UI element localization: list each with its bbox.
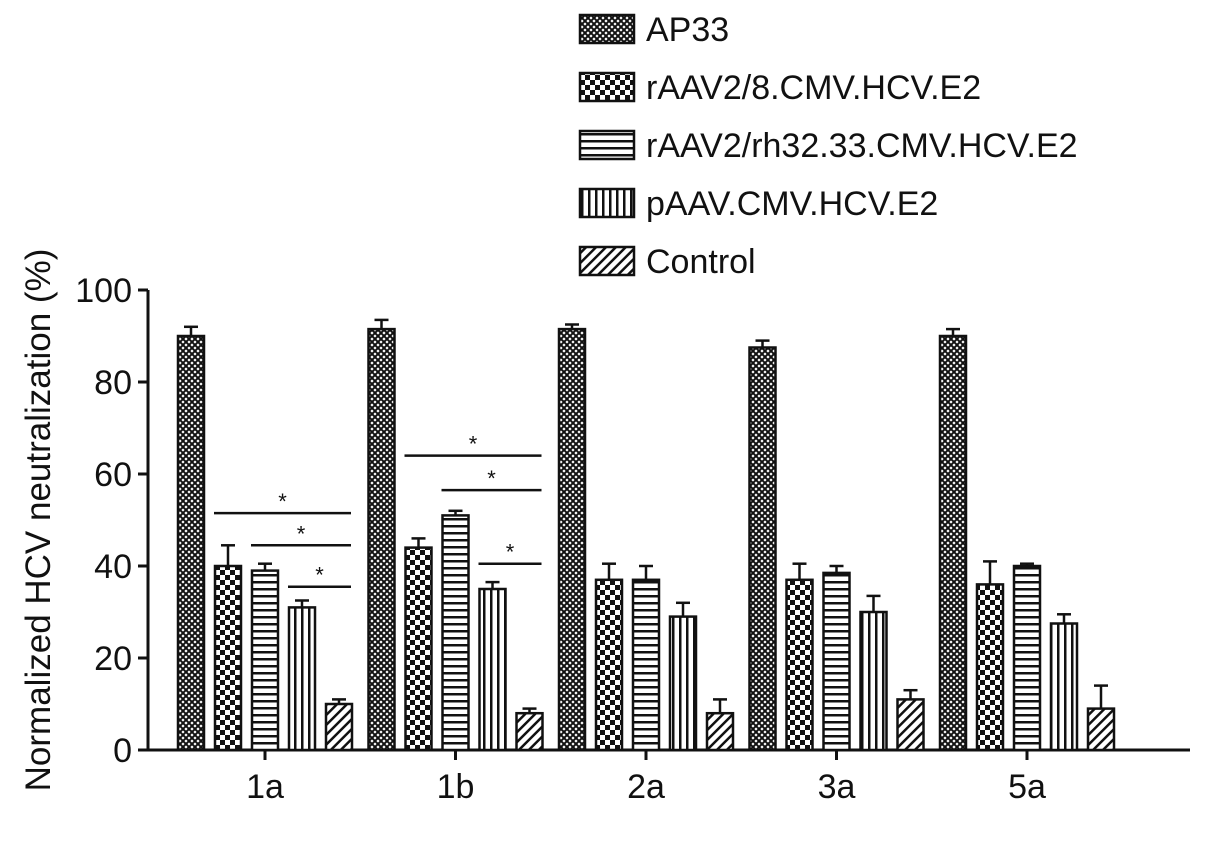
significance-star: * [297, 521, 306, 546]
bar [367, 327, 396, 752]
bar [975, 583, 1005, 752]
bar [859, 610, 888, 752]
significance-star: * [278, 489, 287, 514]
bar [176, 334, 206, 752]
legend-label: AP33 [646, 11, 729, 49]
legend-label: rAAV2/rh32.33.CMV.HCV.E2 [646, 127, 1078, 165]
x-tick-label: 5a [1008, 768, 1046, 806]
legend-swatch [578, 13, 636, 45]
bar [213, 564, 243, 752]
bar [896, 698, 925, 752]
bar [1049, 622, 1079, 752]
bar [748, 346, 777, 752]
bar [478, 587, 507, 752]
legend-swatch [578, 71, 636, 103]
legend-label: rAAV2/8.CMV.HCV.E2 [646, 69, 981, 107]
y-tick-label: 100 [75, 272, 132, 310]
error-bars [184, 318, 1108, 714]
bar [441, 514, 470, 752]
bar [404, 546, 433, 752]
bar [822, 571, 851, 752]
bar [1012, 564, 1042, 752]
legend-swatch [578, 129, 636, 161]
bar [631, 578, 661, 752]
legend-label: Control [646, 243, 756, 281]
bar [668, 615, 698, 752]
significance-star: * [315, 563, 324, 588]
legend-swatch [578, 245, 636, 277]
y-tick-label: 60 [94, 456, 132, 494]
bar [1086, 707, 1116, 752]
y-axis-label: Normalized HCV neutralization (%) [19, 249, 58, 792]
x-tick-label: 2a [627, 768, 665, 806]
significance-star: * [469, 432, 478, 457]
legend-swatch [578, 187, 636, 219]
bars [176, 327, 1116, 752]
legend-label: pAAV.CMV.HCV.E2 [646, 185, 938, 223]
significance-star: * [487, 466, 496, 491]
bar [557, 327, 587, 752]
significance-star: * [506, 540, 515, 565]
x-tick-label: 1a [246, 768, 284, 806]
y-tick-label: 40 [94, 548, 132, 586]
bar [938, 334, 968, 752]
x-tick-label: 1b [437, 768, 475, 806]
axes: 0 20 40 60 80 100 1a 1b 2a 3a 5a [75, 272, 1190, 806]
bar [324, 702, 354, 752]
y-tick-label: 80 [94, 364, 132, 402]
bar [515, 711, 544, 752]
legend: AP33 rAAV2/8.CMV.HCV.E2 rAAV2/rh32.33.CMV.… [578, 11, 1078, 281]
bar [287, 606, 317, 752]
y-tick-label: 20 [94, 640, 132, 678]
bar [705, 711, 735, 752]
significance-annotations: * * * * * * [214, 432, 542, 588]
bar [250, 569, 280, 752]
x-tick-label: 3a [818, 768, 856, 806]
y-tick-label: 0 [113, 732, 132, 770]
bar [594, 578, 624, 752]
bar [785, 578, 814, 752]
